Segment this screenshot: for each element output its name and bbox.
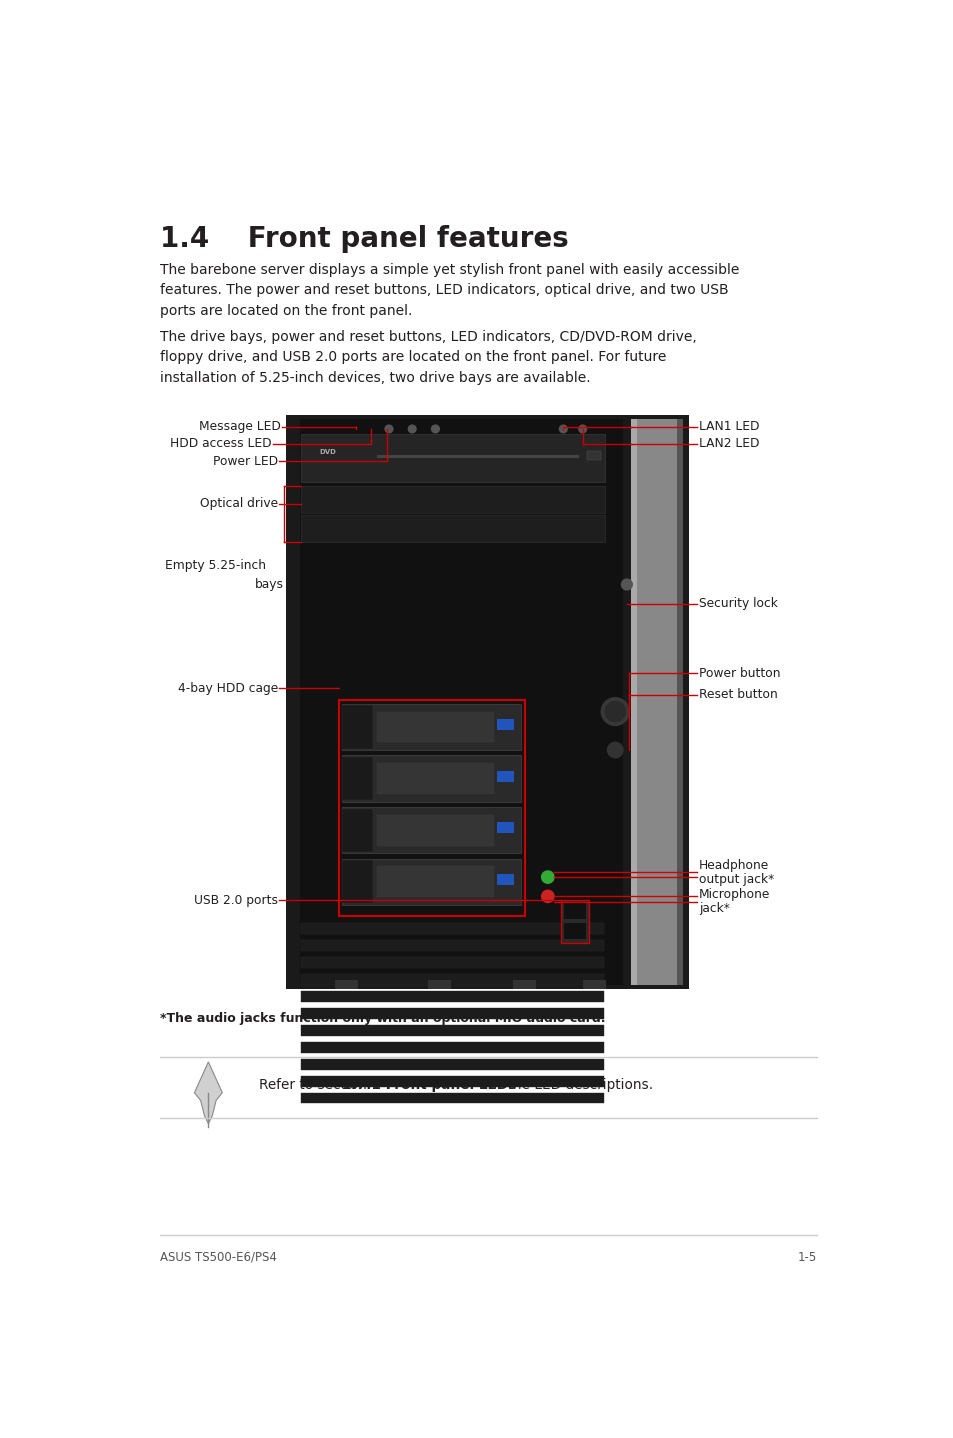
Bar — [338, 700, 524, 916]
Bar — [677, 418, 682, 985]
Text: Empty 5.25-inch: Empty 5.25-inch — [165, 559, 266, 572]
Circle shape — [604, 702, 624, 722]
Text: Optical drive: Optical drive — [200, 498, 278, 510]
Bar — [497, 874, 514, 884]
Bar — [342, 860, 373, 903]
Bar — [301, 1008, 603, 1018]
Bar — [335, 979, 357, 989]
Bar — [427, 979, 451, 989]
Text: 1.7.1 Front panel LEDs: 1.7.1 Front panel LEDs — [342, 1078, 517, 1091]
Circle shape — [600, 697, 629, 725]
Text: Power LED: Power LED — [213, 454, 278, 467]
Bar — [377, 866, 493, 897]
Circle shape — [558, 426, 567, 433]
Bar — [299, 418, 622, 985]
Bar — [513, 979, 536, 989]
Text: Headphone: Headphone — [699, 858, 768, 871]
Text: *The audio jacks function only with an optional MIO audio card.: *The audio jacks function only with an o… — [159, 1012, 604, 1025]
Text: Message LED: Message LED — [198, 420, 280, 433]
Text: Power button: Power button — [699, 667, 780, 680]
Circle shape — [541, 871, 554, 883]
Bar — [377, 815, 493, 846]
Text: USB 2.0 ports: USB 2.0 ports — [193, 893, 278, 907]
Bar — [301, 940, 603, 951]
Bar — [301, 1076, 603, 1087]
Bar — [497, 771, 514, 782]
Text: output jack*: output jack* — [699, 873, 774, 886]
Text: Reset button: Reset button — [699, 689, 777, 702]
Text: HDD access LED: HDD access LED — [171, 437, 272, 450]
Bar — [342, 807, 520, 853]
Bar — [630, 418, 637, 985]
Text: The drive bays, power and reset buttons, LED indicators, CD/DVD-ROM drive,
flopp: The drive bays, power and reset buttons,… — [159, 331, 696, 384]
Circle shape — [408, 426, 416, 433]
Text: LAN1 LED: LAN1 LED — [699, 420, 759, 433]
Circle shape — [620, 580, 632, 590]
Bar — [301, 1043, 603, 1053]
Text: ASUS TS500-E6/PS4: ASUS TS500-E6/PS4 — [159, 1251, 276, 1264]
Bar — [301, 1058, 603, 1070]
Bar — [301, 486, 604, 513]
Text: 4-bay HDD cage: 4-bay HDD cage — [177, 682, 278, 695]
Text: The barebone server displays a simple yet stylish front panel with easily access: The barebone server displays a simple ye… — [159, 263, 739, 318]
Bar — [301, 1093, 603, 1103]
Text: LAN2 LED: LAN2 LED — [699, 437, 759, 450]
Text: for the LED descriptions.: for the LED descriptions. — [480, 1078, 653, 1091]
Text: bays: bays — [255, 578, 284, 591]
Bar — [560, 900, 588, 942]
Bar — [301, 515, 604, 542]
Bar — [301, 991, 603, 1002]
Bar — [563, 903, 585, 919]
Bar — [301, 1025, 603, 1035]
Circle shape — [607, 742, 622, 758]
Bar — [377, 764, 493, 794]
Text: DVD: DVD — [319, 449, 335, 454]
Bar — [342, 756, 373, 800]
Bar — [342, 755, 520, 801]
Bar — [301, 434, 604, 482]
Text: Microphone: Microphone — [699, 889, 769, 902]
Circle shape — [541, 890, 554, 903]
Bar — [342, 808, 373, 851]
Text: jack*: jack* — [699, 902, 729, 915]
Bar — [342, 706, 373, 749]
Bar — [286, 416, 688, 989]
Bar — [377, 712, 493, 742]
Bar — [342, 703, 520, 751]
Bar — [301, 974, 603, 985]
Bar — [497, 823, 514, 833]
Text: 1.4    Front panel features: 1.4 Front panel features — [159, 224, 568, 253]
Text: 1-5: 1-5 — [797, 1251, 816, 1264]
Polygon shape — [194, 1061, 222, 1123]
Bar — [586, 450, 599, 460]
Text: Security lock: Security lock — [699, 597, 777, 610]
Circle shape — [578, 426, 586, 433]
Circle shape — [431, 426, 439, 433]
Bar — [563, 923, 585, 939]
Bar — [301, 958, 603, 968]
Circle shape — [385, 426, 393, 433]
Bar — [377, 456, 578, 459]
Text: Refer to section: Refer to section — [258, 1078, 371, 1091]
Bar — [342, 858, 520, 905]
Bar — [497, 719, 514, 731]
Bar — [582, 979, 605, 989]
Bar — [630, 418, 682, 985]
Bar — [301, 923, 603, 935]
